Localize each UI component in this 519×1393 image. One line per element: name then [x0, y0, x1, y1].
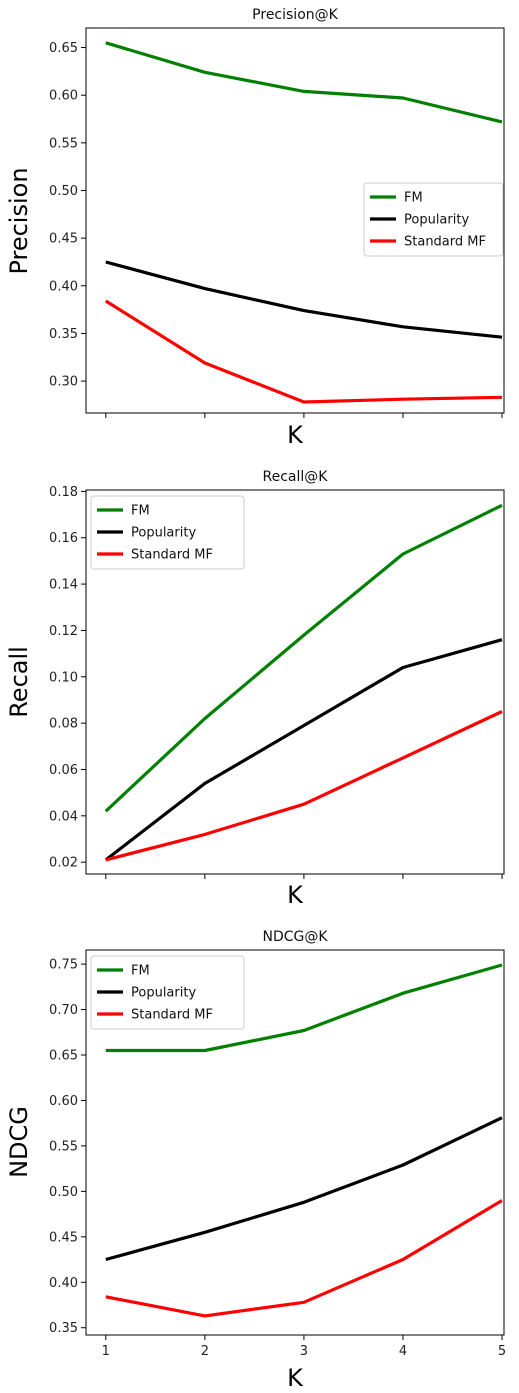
legend-popularity-label: Popularity: [131, 986, 196, 1001]
y-tick-label: 0.04: [49, 809, 78, 824]
y-tick-label: 0.45: [49, 232, 78, 247]
popularity-line: [105, 260, 503, 339]
legend-fm-label: FM: [131, 964, 150, 979]
legend-box: [90, 955, 245, 1030]
y-tick-label: 0.14: [49, 578, 78, 593]
x-tick-label: 5: [498, 1344, 506, 1359]
legend-fm-label: FM: [131, 504, 150, 519]
legend-box: [90, 495, 245, 570]
y-tick-label: 0.16: [49, 531, 78, 546]
x-tick-label: 2: [201, 1344, 209, 1359]
y-tick-label: 0.60: [49, 1094, 78, 1109]
standard-mf-line: [105, 1199, 503, 1318]
y-tick-label: 0.65: [49, 41, 78, 56]
chart-title: Recall@K: [263, 469, 329, 485]
legend-popularity-label: Popularity: [404, 213, 469, 228]
y-tick-label: 0.30: [49, 375, 78, 390]
legend-box: [363, 182, 504, 257]
fm-line: [105, 963, 503, 1053]
y-tick-label: 0.55: [49, 1139, 78, 1154]
recall-chart-panel: Recall@K 0.02 0.04 0.06 0.08 0.10 0.12 0.14 0.16…: [5, 469, 505, 909]
standard-mf-line: [104, 299, 503, 404]
y-tick-label: 0.40: [49, 279, 78, 294]
y-tick-label: 0.60: [49, 89, 78, 104]
x-tick-label: 1: [102, 1344, 110, 1359]
x-tick-label: 4: [399, 1344, 407, 1359]
y-tick-label: 0.70: [49, 1003, 78, 1018]
legend-standard-mf-label: Standard MF: [131, 1008, 213, 1023]
y-tick-label: 0.45: [49, 1230, 78, 1245]
fm-line: [104, 503, 503, 813]
x-axis-label: K: [287, 881, 304, 909]
legend-popularity-label: Popularity: [131, 526, 196, 541]
legend-fm-label: FM: [404, 191, 423, 206]
x-axis-label: K: [287, 421, 304, 449]
popularity-line: [105, 1116, 503, 1262]
y-tick-label: 0.18: [49, 485, 78, 500]
chart-title: Precision@K: [252, 7, 338, 23]
fm-line: [105, 41, 503, 124]
y-tick-label: 0.50: [49, 184, 78, 199]
plot-frame: [85, 489, 505, 875]
y-tick-label: 0.50: [49, 1185, 78, 1200]
y-tick-label: 0.55: [49, 136, 78, 151]
y-tick-label: 0.40: [49, 1276, 78, 1291]
plot-frame: [85, 949, 505, 1336]
ndcg-chart-panel: NDCG@K 0.35 0.40 0.45 0.50 0.55 0.60 0.65 0.70 0.…: [5, 929, 506, 1392]
x-axis-label: K: [287, 1364, 304, 1392]
y-tick-label: 0.10: [49, 670, 78, 685]
plot-frame: [85, 27, 505, 414]
legend-standard-mf-label: Standard MF: [404, 235, 486, 250]
y-tick-label: 0.06: [49, 763, 78, 778]
x-tick-label: 3: [300, 1344, 308, 1359]
chart-title: NDCG@K: [262, 929, 328, 945]
legend-standard-mf-label: Standard MF: [131, 548, 213, 563]
y-tick-label: 0.08: [49, 717, 78, 732]
standard-mf-line: [105, 710, 503, 862]
precision-chart-panel: Precision@K 0.30 0.35 0.40 0.45 0.50 0.55 0.60 0…: [5, 7, 505, 449]
y-tick-label: 0.35: [49, 327, 78, 342]
y-axis-label: Precision: [5, 167, 33, 274]
y-tick-label: 0.65: [49, 1049, 78, 1064]
y-axis-label: Recall: [5, 646, 33, 718]
y-axis-label: NDCG: [5, 1106, 33, 1178]
y-tick-label: 0.75: [49, 958, 78, 973]
y-tick-label: 0.35: [49, 1321, 78, 1336]
popularity-line: [104, 638, 503, 862]
y-tick-label: 0.02: [49, 856, 78, 871]
y-tick-label: 0.12: [49, 624, 78, 639]
